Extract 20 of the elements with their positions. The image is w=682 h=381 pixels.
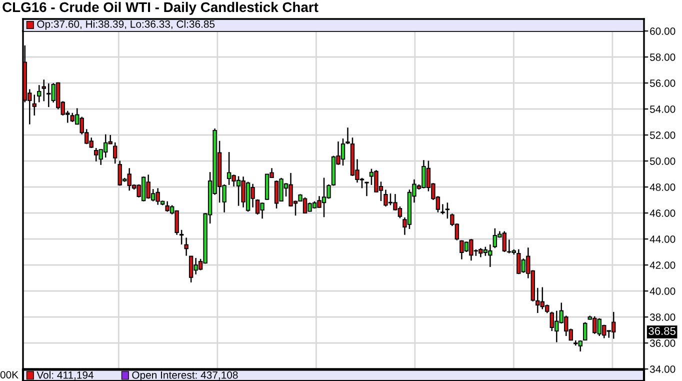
- text: Op:37.60, Hi:38.39, Lo:36.33, Cl:36.85: [37, 20, 215, 30]
- y-tick-label: 52.00: [650, 132, 676, 139]
- y-tick-label: 44.00: [650, 236, 676, 243]
- text: 00K: [0, 371, 18, 378]
- y-tick-label: 58.00: [650, 54, 676, 61]
- y-tick-label: 50.00: [650, 158, 676, 165]
- y-tick-label: 60.00: [650, 28, 676, 35]
- y-tick-label: 42.00: [650, 262, 676, 269]
- y-tick-label: 36.00: [650, 340, 676, 347]
- y-tick-label: 48.00: [650, 184, 676, 191]
- y-tick-label: 56.00: [650, 80, 676, 87]
- y-tick-label: 40.00: [650, 288, 676, 295]
- y-tick-label: 46.00: [650, 210, 676, 217]
- text: 36.85: [648, 327, 676, 335]
- chart-title: CLG16 - Crude Oil WTI - Daily Candlestick Chart: [2, 2, 318, 15]
- y-tick-label: 38.00: [650, 314, 676, 321]
- y-tick-label: 34.00: [650, 366, 676, 373]
- text: Vol: 411,194: [36, 371, 94, 380]
- y-tick-label: 54.00: [650, 106, 676, 113]
- text: Open Interest: 437,108: [132, 371, 238, 381]
